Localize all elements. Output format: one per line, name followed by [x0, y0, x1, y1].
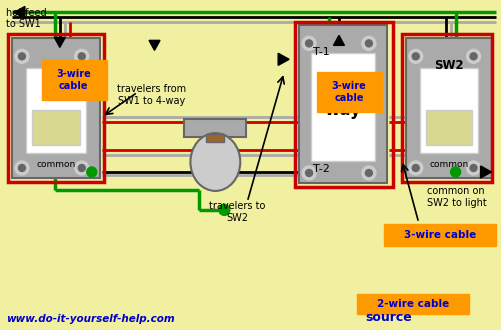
Text: common: common [428, 159, 467, 169]
Polygon shape [278, 53, 289, 65]
Bar [401, 34, 490, 182]
Circle shape [408, 161, 422, 175]
Circle shape [411, 53, 418, 60]
Polygon shape [479, 166, 490, 178]
Text: SW1: SW1 [41, 59, 71, 72]
Bar [356, 294, 467, 313]
Text: common on
SW2 to light: common on SW2 to light [426, 186, 485, 208]
Bar [184, 119, 246, 137]
Circle shape [75, 50, 89, 63]
Text: 3-wire
cable: 3-wire cable [331, 82, 366, 103]
Circle shape [78, 164, 85, 172]
Text: 4
way: 4 way [324, 80, 361, 118]
Bar [405, 38, 490, 178]
Text: travelers to
SW2: travelers to SW2 [209, 201, 265, 223]
Polygon shape [149, 40, 160, 50]
Bar [26, 68, 86, 153]
Bar [311, 53, 374, 161]
Circle shape [302, 36, 316, 50]
Circle shape [450, 167, 460, 177]
Bar [419, 68, 476, 153]
Circle shape [19, 164, 26, 172]
Text: hot feed
to SW1: hot feed to SW1 [6, 8, 47, 29]
Circle shape [465, 161, 479, 175]
Circle shape [305, 170, 312, 177]
Bar [42, 60, 107, 100]
Circle shape [305, 40, 312, 47]
Text: source: source [365, 311, 411, 324]
Text: common: common [36, 159, 75, 169]
Bar [295, 22, 392, 187]
Circle shape [361, 166, 375, 180]
Circle shape [465, 50, 479, 63]
Bar [8, 34, 104, 182]
Bar [317, 72, 381, 112]
Polygon shape [54, 37, 65, 48]
Polygon shape [14, 6, 25, 18]
Circle shape [75, 161, 89, 175]
Circle shape [302, 166, 316, 180]
Circle shape [15, 161, 29, 175]
Circle shape [15, 50, 29, 63]
Text: travelers from
SW1 to 4-way: travelers from SW1 to 4-way [117, 84, 186, 106]
Circle shape [365, 40, 372, 47]
Circle shape [19, 53, 26, 60]
Text: www.do-it-yourself-help.com: www.do-it-yourself-help.com [6, 314, 174, 323]
Text: 3-wire
cable: 3-wire cable [56, 69, 91, 91]
Text: T-2: T-2 [312, 164, 329, 174]
Text: 3-wire cable: 3-wire cable [403, 230, 475, 240]
Polygon shape [333, 35, 344, 45]
Ellipse shape [190, 133, 240, 191]
Bar [206, 134, 224, 142]
Circle shape [218, 204, 229, 215]
Circle shape [469, 53, 476, 60]
Bar [299, 25, 386, 183]
Circle shape [361, 36, 375, 50]
Bar [12, 38, 100, 178]
Text: SW2: SW2 [433, 59, 462, 72]
Text: 2-wire cable: 2-wire cable [376, 299, 448, 309]
Circle shape [408, 50, 422, 63]
Circle shape [411, 164, 418, 172]
Circle shape [87, 167, 97, 177]
Bar [383, 224, 494, 246]
Circle shape [78, 53, 85, 60]
Circle shape [469, 164, 476, 172]
Bar [32, 110, 80, 145]
Text: T-1: T-1 [312, 47, 329, 57]
Circle shape [365, 170, 372, 177]
Bar [425, 110, 470, 145]
